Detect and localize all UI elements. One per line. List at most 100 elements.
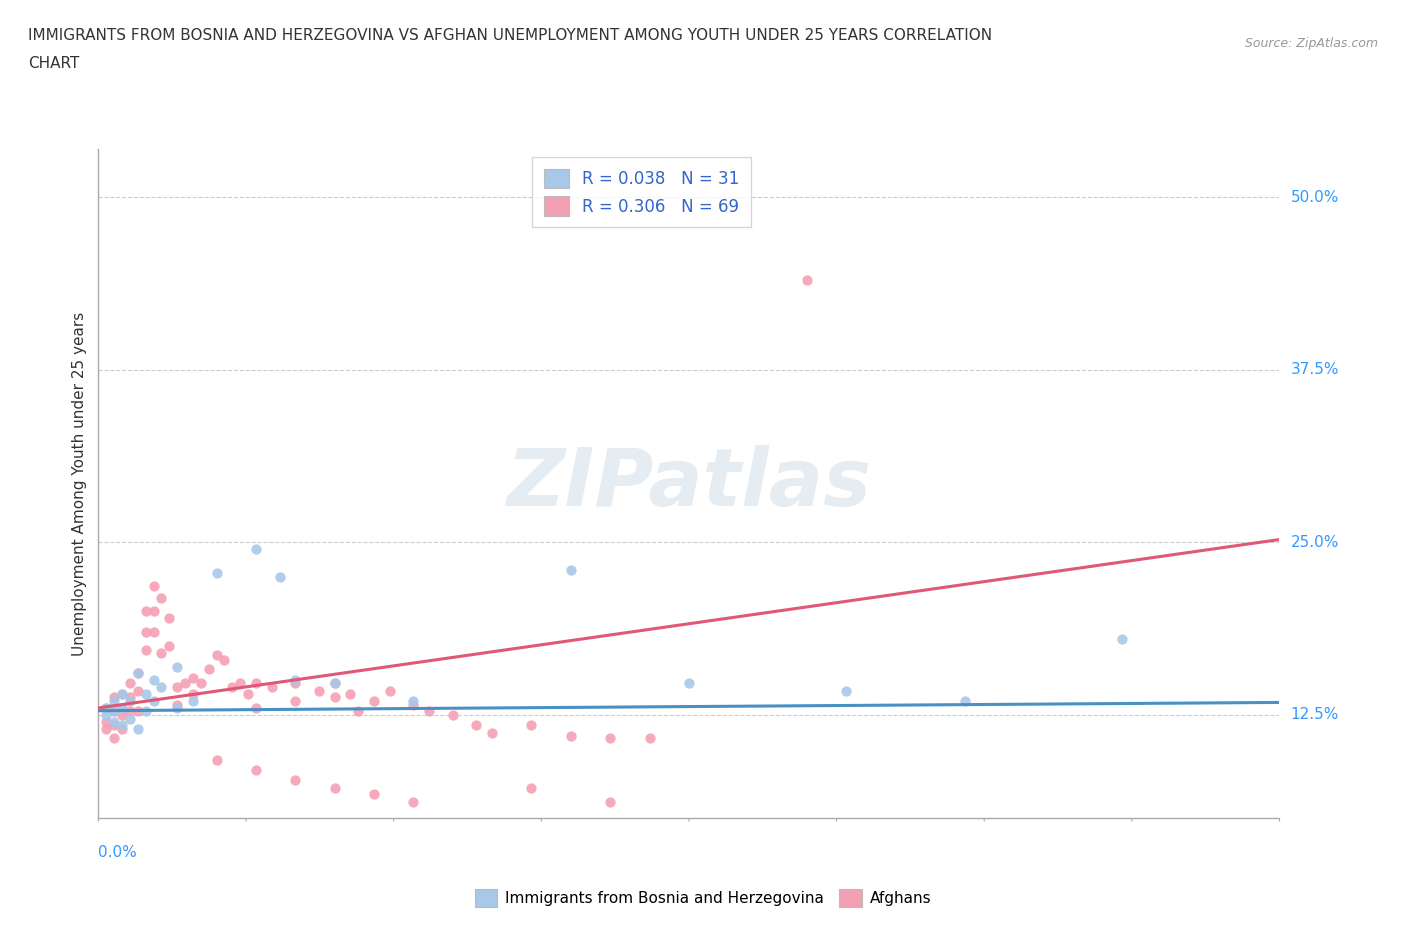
Point (181, 686, 204, 701)
Point (245, 676, 267, 691)
Point (111, 708, 134, 723)
Point (103, 689, 125, 704)
Point (953, 694, 976, 709)
Point (142, 579, 165, 594)
Point (402, 698, 425, 712)
Point (323, 676, 346, 691)
Point (181, 671, 204, 685)
Point (150, 590, 173, 604)
Point (135, 703, 157, 718)
Text: CHART: CHART (28, 56, 80, 71)
Point (190, 676, 212, 691)
Point (402, 794, 425, 809)
Point (111, 700, 134, 715)
Point (638, 731, 661, 746)
Point (363, 694, 385, 709)
Point (465, 717, 488, 732)
Point (111, 717, 134, 732)
Point (127, 666, 149, 681)
Point (229, 676, 252, 691)
Point (157, 638, 180, 653)
Point (96, 708, 118, 723)
Point (245, 700, 267, 715)
Point (481, 725, 503, 740)
Point (103, 694, 125, 709)
Point (135, 604, 157, 618)
Point (166, 659, 188, 674)
Point (339, 686, 361, 701)
Point (96, 714, 118, 729)
Point (378, 684, 401, 698)
Point (599, 794, 621, 809)
Point (284, 673, 307, 688)
Point (236, 686, 259, 701)
Point (402, 694, 425, 709)
Point (103, 717, 125, 732)
Point (205, 648, 228, 663)
Point (118, 694, 141, 709)
Point (111, 686, 134, 701)
Point (284, 694, 307, 709)
Point (245, 542, 267, 557)
Point (205, 753, 228, 768)
Point (678, 676, 700, 691)
Point (221, 680, 243, 695)
Point (284, 772, 307, 787)
Point (142, 694, 165, 709)
Text: ZIPatlas: ZIPatlas (506, 445, 872, 523)
Text: 25.0%: 25.0% (1291, 535, 1339, 550)
Point (599, 731, 621, 746)
Point (835, 684, 858, 698)
Point (205, 565, 228, 580)
Point (103, 703, 125, 718)
Point (135, 686, 157, 701)
Point (166, 700, 188, 715)
Legend: Immigrants from Bosnia and Herzegovina, Afghans: Immigrants from Bosnia and Herzegovina, … (468, 884, 938, 913)
Point (142, 625, 165, 640)
Point (363, 786, 385, 801)
Point (520, 717, 543, 732)
Point (214, 652, 236, 667)
Point (441, 708, 464, 723)
Point (118, 703, 141, 718)
Point (174, 676, 197, 691)
Point (157, 611, 180, 626)
Text: IMMIGRANTS FROM BOSNIA AND HERZEGOVINA VS AFGHAN UNEMPLOYMENT AMONG YOUTH UNDER : IMMIGRANTS FROM BOSNIA AND HERZEGOVINA V… (28, 28, 993, 43)
Point (166, 680, 188, 695)
Point (284, 676, 307, 691)
Point (127, 722, 149, 737)
Point (135, 625, 157, 640)
Point (127, 703, 149, 718)
Text: 12.5%: 12.5% (1291, 708, 1339, 723)
Point (142, 604, 165, 618)
Point (323, 676, 346, 691)
Point (560, 563, 582, 578)
Point (197, 662, 219, 677)
Text: Source: ZipAtlas.com: Source: ZipAtlas.com (1244, 37, 1378, 50)
Point (96, 700, 118, 715)
Point (103, 714, 125, 729)
Point (520, 780, 543, 795)
Legend: R = 0.038   N = 31, R = 0.306   N = 69: R = 0.038 N = 31, R = 0.306 N = 69 (533, 157, 751, 227)
Point (323, 780, 346, 795)
Point (118, 689, 141, 704)
Text: 50.0%: 50.0% (1291, 190, 1339, 205)
Point (1111, 631, 1133, 646)
Text: 0.0%: 0.0% (98, 845, 138, 860)
Point (796, 272, 818, 287)
Point (560, 728, 582, 743)
Point (347, 703, 370, 718)
Point (181, 694, 204, 709)
Point (166, 698, 188, 712)
Point (308, 684, 330, 698)
Point (127, 666, 149, 681)
Point (118, 676, 141, 691)
Y-axis label: Unemployment Among Youth under 25 years: Unemployment Among Youth under 25 years (72, 312, 87, 656)
Point (96, 700, 118, 715)
Point (111, 700, 134, 715)
Point (111, 722, 134, 737)
Point (135, 643, 157, 658)
Point (96, 722, 118, 737)
Point (103, 703, 125, 718)
Point (150, 645, 173, 660)
